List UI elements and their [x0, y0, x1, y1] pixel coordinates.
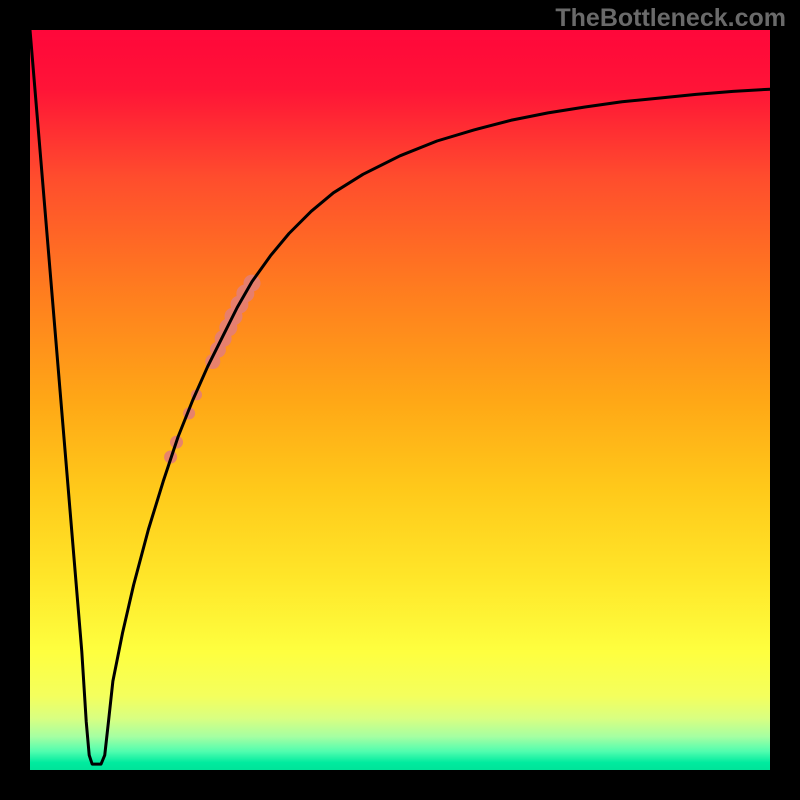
bottleneck-chart: TheBottleneck.com: [0, 0, 800, 800]
chart-background-gradient: [30, 30, 770, 770]
chart-svg: [0, 0, 800, 800]
watermark-label: TheBottleneck.com: [555, 4, 786, 33]
